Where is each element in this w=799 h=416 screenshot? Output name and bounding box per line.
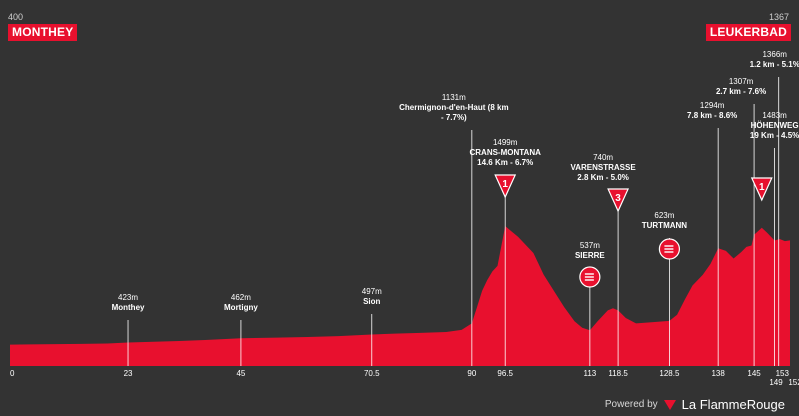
- km-tick-label: 149: [769, 378, 783, 387]
- marker-altitude: 1499m: [493, 138, 518, 147]
- km-tick-label: 152: [788, 378, 799, 387]
- km-tick-label: 145: [747, 369, 761, 378]
- finish-elevation: 1367: [768, 12, 789, 22]
- marker-altitude: 462m: [231, 293, 251, 302]
- sprint-icon: [579, 266, 601, 288]
- km-tick-label: 70.5: [364, 369, 380, 378]
- marker-altitude: 1307m: [729, 77, 754, 86]
- marker-name: Mortigny: [224, 303, 258, 312]
- footer: Powered by La FlammeRouge: [605, 397, 785, 412]
- climb-category-number: 3: [615, 193, 621, 204]
- marker-detail: 2.8 Km - 5.0%: [577, 173, 629, 182]
- marker-name: Monthey: [112, 303, 145, 312]
- start-elevation: 400: [8, 12, 24, 22]
- km-tick-label: 45: [236, 369, 245, 378]
- climb-category-badge: [750, 177, 773, 202]
- marker-detail: - 7.7%): [441, 113, 467, 122]
- marker-name: SIERRE: [575, 251, 605, 260]
- climb-category-number: 1: [759, 182, 765, 193]
- powered-by-text: Powered by: [604, 399, 658, 410]
- climb-category-number: 1: [502, 179, 508, 190]
- marker-name: HÖHENWEG: [751, 121, 799, 130]
- marker-name: Chermignon-d'en-Haut (8 km: [399, 103, 508, 112]
- marker-name: 7.8 km - 8.6%: [687, 111, 737, 120]
- marker-altitude: 423m: [118, 293, 138, 302]
- marker-altitude: 1131m: [442, 93, 466, 102]
- km-tick-label: 138: [711, 369, 725, 378]
- marker-altitude: 1483m: [762, 111, 787, 120]
- km-tick-label: 96.5: [497, 369, 513, 378]
- start-town-label: MONTHEY: [8, 24, 78, 41]
- km-tick-label: 128.5: [659, 369, 680, 378]
- marker-altitude: 537m: [580, 241, 600, 250]
- marker-altitude: 1366m: [762, 50, 787, 59]
- climb-category-badge: [494, 174, 517, 199]
- marker-name: 2.7 km - 7.6%: [716, 87, 766, 96]
- flamme-rouge-flag-icon: [663, 399, 676, 410]
- km-tick-label: 23: [124, 369, 133, 378]
- km-tick-label: 0: [10, 369, 15, 378]
- km-tick-label: 118.5: [608, 369, 628, 378]
- marker-detail: 19 Km - 4.5%: [750, 131, 799, 140]
- finish-town-label: LEUKERBAD: [705, 24, 791, 41]
- marker-name: TURTMANN: [642, 221, 688, 230]
- sprint-icon: [658, 238, 681, 260]
- brand-name: La FlammeRouge: [681, 397, 785, 412]
- marker-name: Sion: [363, 297, 380, 306]
- km-tick-label: 113: [583, 369, 596, 378]
- marker-name: CRANS-MONTANA: [469, 148, 541, 157]
- km-tick-label: 90: [467, 369, 476, 378]
- elevation-profile: [10, 226, 790, 366]
- marker-detail: 14.6 Km - 6.7%: [477, 158, 533, 167]
- marker-altitude: 497m: [362, 287, 382, 296]
- marker-altitude: 623m: [654, 211, 674, 220]
- km-tick-label: 153: [776, 369, 790, 378]
- marker-altitude: 1294m: [700, 101, 725, 110]
- marker-name: VARENSTRASSE: [570, 163, 636, 172]
- marker-name: 1.2 km - 5.1%: [750, 60, 799, 69]
- climb-category-badge: [607, 188, 630, 213]
- marker-altitude: 740m: [593, 153, 613, 162]
